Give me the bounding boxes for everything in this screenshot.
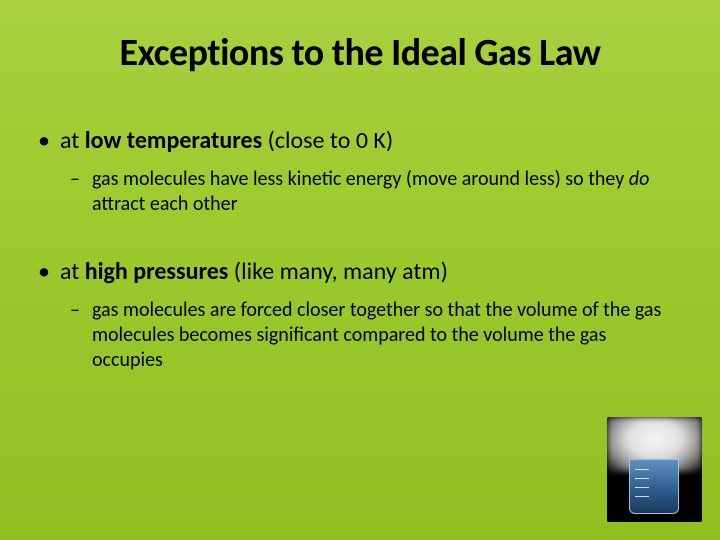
bullet-2-bold: high pressures xyxy=(85,257,229,286)
bullet-sub-1: gas molecules have less kinetic energy (… xyxy=(70,167,670,217)
bullet-sub-1-italic: do xyxy=(629,167,650,191)
bullet-1-suffix: (close to 0 K) xyxy=(262,126,393,155)
bullet-1-bold: low temperatures xyxy=(85,126,262,155)
bullet-1-prefix: at xyxy=(60,126,85,155)
beaker-image xyxy=(607,417,702,522)
bullet-main-2: at high pressures (like many, many atm) xyxy=(38,257,690,286)
bullet-sub-1-suffix: attract each other xyxy=(92,192,238,216)
bullet-sub-2-prefix: gas molecules are forced closer together… xyxy=(92,298,661,372)
bullet-main-1: at low temperatures (close to 0 K) xyxy=(38,126,690,155)
slide-container: Exceptions to the Ideal Gas Law at low t… xyxy=(0,0,720,540)
beaker-scale-icon xyxy=(635,469,673,504)
slide-title: Exceptions to the Ideal Gas Law xyxy=(30,30,690,76)
bullet-sub-1-prefix: gas molecules have less kinetic energy (… xyxy=(92,167,629,191)
bullet-2-suffix: (like many, many atm) xyxy=(228,257,448,286)
bullet-2-prefix: at xyxy=(60,257,85,286)
bullet-sub-2: gas molecules are forced closer together… xyxy=(70,298,670,373)
